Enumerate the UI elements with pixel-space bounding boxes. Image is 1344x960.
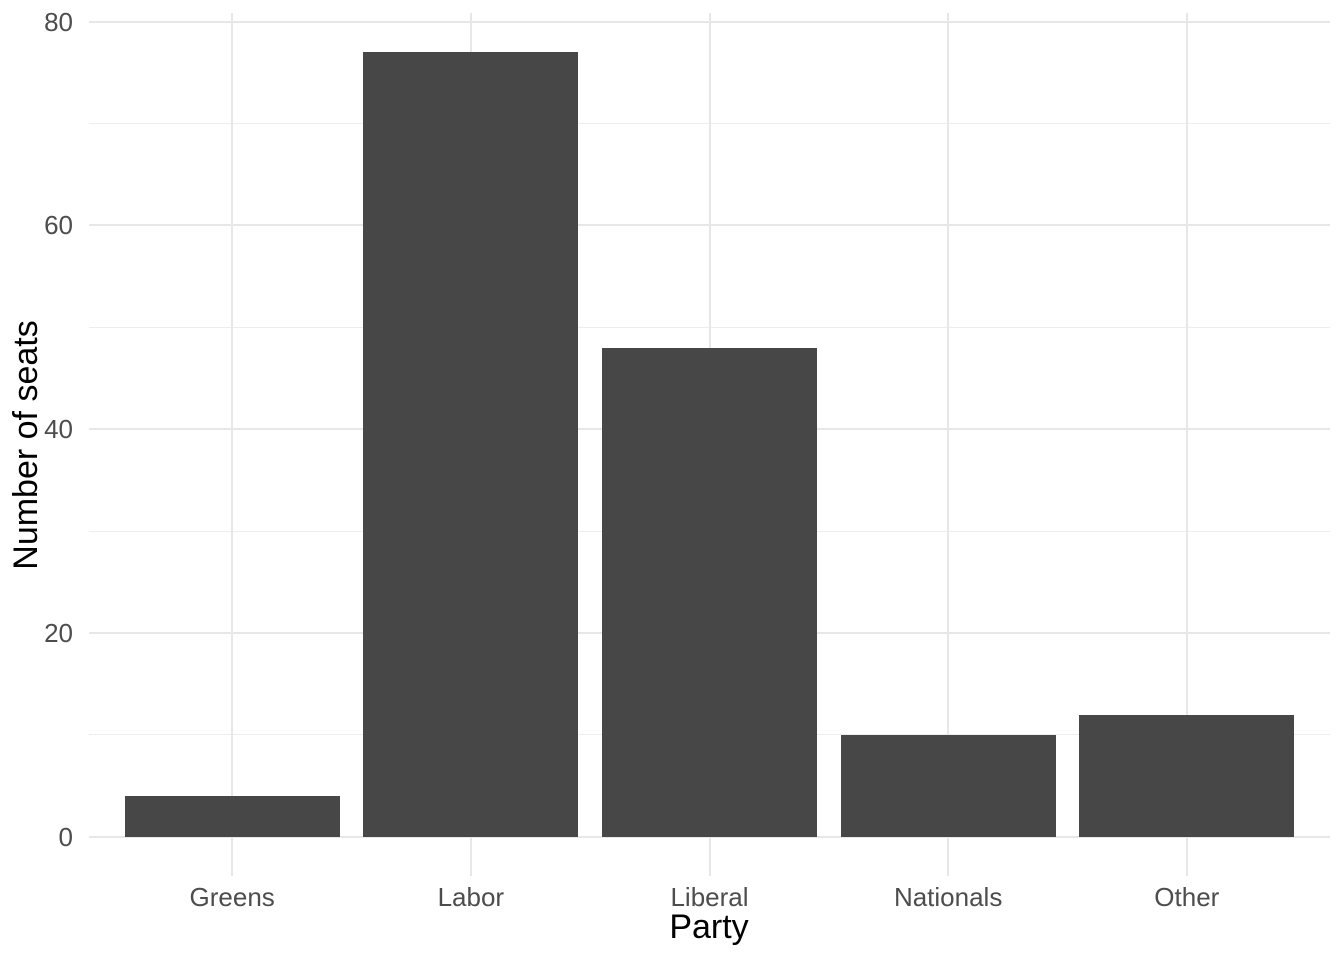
y-tick-label: 0	[58, 821, 73, 852]
x-gridline-major	[231, 13, 234, 876]
bar-labor	[363, 52, 579, 837]
plot-panel	[89, 13, 1330, 876]
bar-liberal	[602, 347, 817, 837]
bar-nationals	[840, 734, 1056, 837]
y-axis-title: Number of seats	[7, 320, 45, 570]
bar-greens	[124, 796, 340, 837]
x-gridline-major	[1185, 13, 1188, 876]
bar-other	[1079, 714, 1295, 837]
y-tick-label: 80	[44, 6, 73, 37]
x-tick-label: Other	[1154, 882, 1220, 912]
x-gridline-major	[947, 13, 950, 876]
x-axis-title: Party	[669, 908, 749, 946]
x-tick-label: Greens	[189, 882, 275, 912]
y-tick-label: 60	[44, 210, 73, 241]
